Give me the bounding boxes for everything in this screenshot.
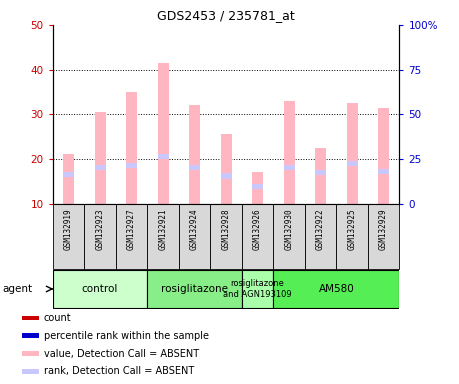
Bar <box>347 103 358 204</box>
FancyBboxPatch shape <box>336 204 368 269</box>
Bar <box>63 154 74 204</box>
FancyBboxPatch shape <box>116 204 147 269</box>
Bar <box>22 333 39 338</box>
Bar <box>378 108 389 204</box>
Bar <box>189 105 200 204</box>
FancyBboxPatch shape <box>305 204 336 269</box>
Text: GSM132925: GSM132925 <box>347 209 357 250</box>
Bar <box>252 184 263 189</box>
Bar <box>220 173 232 179</box>
Bar <box>315 148 326 204</box>
Text: GSM132923: GSM132923 <box>95 209 105 250</box>
FancyBboxPatch shape <box>368 204 399 269</box>
Bar <box>126 92 137 204</box>
Text: rosiglitazone: rosiglitazone <box>161 284 228 294</box>
FancyBboxPatch shape <box>242 204 273 269</box>
Bar <box>252 172 263 204</box>
FancyBboxPatch shape <box>273 204 305 269</box>
Bar <box>22 351 39 356</box>
Text: value, Detection Call = ABSENT: value, Detection Call = ABSENT <box>44 349 199 359</box>
Bar <box>157 154 168 159</box>
Bar <box>126 163 137 168</box>
Text: GSM132924: GSM132924 <box>190 209 199 250</box>
Text: count: count <box>44 313 72 323</box>
Bar <box>22 369 39 374</box>
Bar <box>347 161 358 166</box>
Text: GSM132926: GSM132926 <box>253 209 262 250</box>
Text: percentile rank within the sample: percentile rank within the sample <box>44 331 209 341</box>
Bar <box>95 165 106 170</box>
Text: GSM132930: GSM132930 <box>285 209 294 250</box>
FancyBboxPatch shape <box>53 204 84 269</box>
Text: AM580: AM580 <box>319 284 354 294</box>
Bar <box>284 165 295 170</box>
Bar <box>315 170 326 175</box>
FancyBboxPatch shape <box>273 270 399 308</box>
FancyBboxPatch shape <box>84 204 116 269</box>
Text: GSM132927: GSM132927 <box>127 209 136 250</box>
Bar <box>189 165 200 170</box>
Text: GSM132919: GSM132919 <box>64 209 73 250</box>
Text: GSM132929: GSM132929 <box>379 209 388 250</box>
Title: GDS2453 / 235781_at: GDS2453 / 235781_at <box>157 9 295 22</box>
Text: control: control <box>82 284 118 294</box>
Bar <box>378 169 389 174</box>
Text: rank, Detection Call = ABSENT: rank, Detection Call = ABSENT <box>44 366 194 376</box>
FancyBboxPatch shape <box>242 270 273 308</box>
Bar <box>157 63 168 204</box>
Text: rosiglitazone
and AGN193109: rosiglitazone and AGN193109 <box>223 279 292 299</box>
FancyBboxPatch shape <box>53 270 147 308</box>
Text: GSM132928: GSM132928 <box>222 209 230 250</box>
FancyBboxPatch shape <box>147 204 179 269</box>
FancyBboxPatch shape <box>210 204 242 269</box>
Bar <box>220 134 232 204</box>
Bar <box>95 112 106 204</box>
Bar <box>22 316 39 321</box>
Text: GSM132922: GSM132922 <box>316 209 325 250</box>
Bar <box>284 101 295 204</box>
Text: GSM132921: GSM132921 <box>158 209 168 250</box>
FancyBboxPatch shape <box>147 270 242 308</box>
Bar <box>63 172 74 177</box>
Text: agent: agent <box>2 284 33 294</box>
FancyBboxPatch shape <box>179 204 210 269</box>
